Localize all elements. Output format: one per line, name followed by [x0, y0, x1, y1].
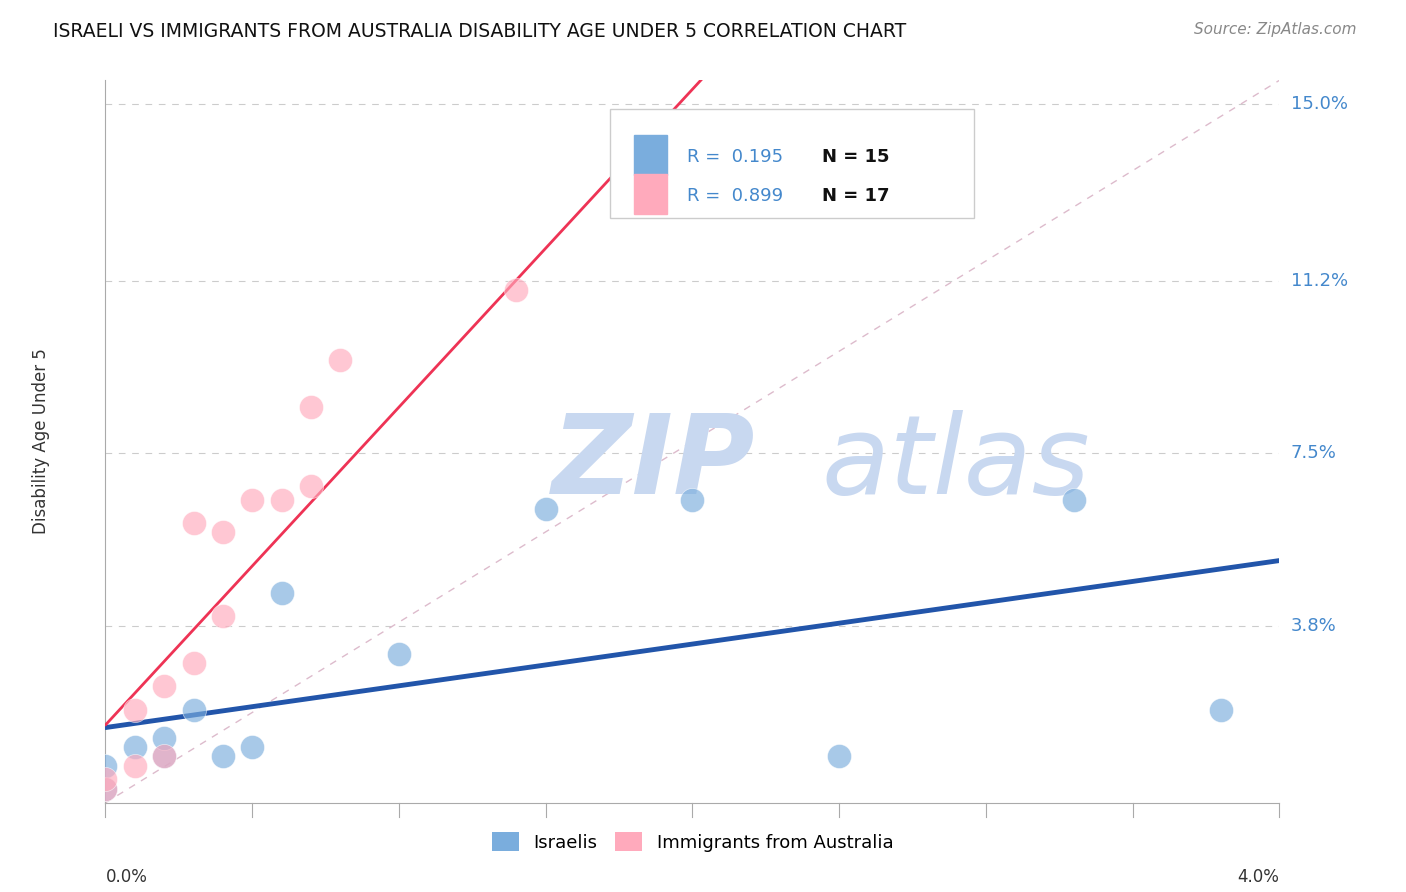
- Text: N = 17: N = 17: [821, 186, 889, 204]
- Point: [211, 609, 233, 624]
- Point: [183, 656, 205, 670]
- Point: [183, 702, 205, 716]
- Text: ISRAELI VS IMMIGRANTS FROM AUSTRALIA DISABILITY AGE UNDER 5 CORRELATION CHART: ISRAELI VS IMMIGRANTS FROM AUSTRALIA DIS…: [53, 22, 907, 41]
- Point: [270, 492, 292, 507]
- Point: [124, 758, 146, 772]
- Text: Disability Age Under 5: Disability Age Under 5: [32, 349, 49, 534]
- Text: N = 15: N = 15: [821, 148, 889, 166]
- Text: 0.0%: 0.0%: [105, 868, 148, 886]
- Point: [270, 586, 292, 600]
- Text: 11.2%: 11.2%: [1291, 272, 1348, 290]
- Point: [299, 400, 322, 414]
- Text: R =  0.899: R = 0.899: [686, 186, 783, 204]
- Point: [240, 492, 263, 507]
- Point: [828, 749, 851, 764]
- Legend: Israelis, Immigrants from Australia: Israelis, Immigrants from Australia: [484, 825, 901, 859]
- Point: [94, 772, 117, 787]
- Point: [1063, 492, 1085, 507]
- Point: [505, 283, 527, 297]
- Point: [534, 502, 557, 516]
- Point: [329, 353, 352, 368]
- Point: [299, 479, 322, 493]
- Text: 3.8%: 3.8%: [1291, 616, 1336, 635]
- Point: [94, 781, 117, 796]
- Point: [1209, 702, 1232, 716]
- Point: [388, 647, 411, 661]
- Point: [124, 702, 146, 716]
- Text: ZIP: ZIP: [551, 409, 755, 516]
- Point: [153, 679, 176, 693]
- FancyBboxPatch shape: [634, 136, 666, 175]
- Text: Source: ZipAtlas.com: Source: ZipAtlas.com: [1194, 22, 1357, 37]
- Point: [124, 739, 146, 754]
- Point: [94, 758, 117, 772]
- Text: R =  0.195: R = 0.195: [686, 148, 783, 166]
- Point: [682, 492, 704, 507]
- Text: 15.0%: 15.0%: [1291, 95, 1347, 112]
- Point: [183, 516, 205, 530]
- Point: [211, 525, 233, 540]
- Point: [94, 781, 117, 796]
- Point: [153, 749, 176, 764]
- Point: [153, 731, 176, 745]
- FancyBboxPatch shape: [634, 174, 666, 213]
- Point: [682, 190, 704, 204]
- Text: 4.0%: 4.0%: [1237, 868, 1279, 886]
- FancyBboxPatch shape: [610, 109, 974, 218]
- Point: [153, 749, 176, 764]
- Text: 7.5%: 7.5%: [1291, 444, 1337, 462]
- Text: atlas: atlas: [821, 409, 1090, 516]
- Point: [211, 749, 233, 764]
- Point: [240, 739, 263, 754]
